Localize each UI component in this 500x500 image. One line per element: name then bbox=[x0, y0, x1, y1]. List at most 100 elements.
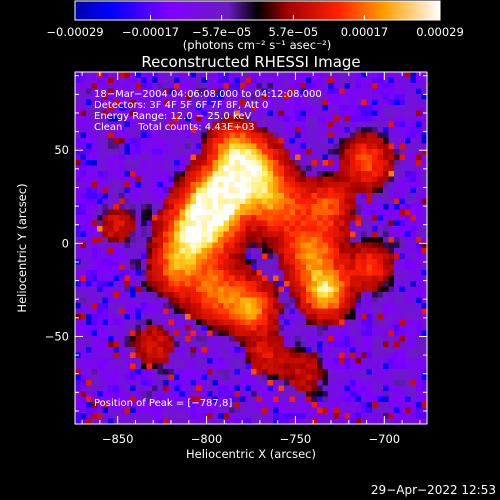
heatmap-cell bbox=[377, 160, 384, 166]
heatmap-cell bbox=[174, 385, 180, 392]
heatmap-cell bbox=[361, 77, 367, 84]
heatmap-cell bbox=[212, 198, 219, 205]
heatmap-cell bbox=[399, 374, 406, 381]
heatmap-cell bbox=[383, 380, 389, 386]
heatmap-cell bbox=[339, 138, 345, 144]
heatmap-cell bbox=[372, 264, 378, 271]
heatmap-cell bbox=[399, 187, 406, 194]
heatmap-cell bbox=[124, 143, 131, 150]
heatmap-cell bbox=[284, 88, 290, 95]
heatmap-cell bbox=[229, 94, 235, 100]
heatmap-cell bbox=[157, 209, 164, 216]
heatmap-cell bbox=[355, 347, 362, 353]
heatmap-cell bbox=[350, 138, 356, 144]
heatmap-cell bbox=[91, 182, 98, 188]
heatmap-cell bbox=[421, 209, 427, 216]
heatmap-cell bbox=[361, 154, 367, 161]
heatmap-cell bbox=[251, 83, 257, 89]
heatmap-cell bbox=[273, 374, 279, 381]
heatmap-cell bbox=[113, 352, 120, 359]
heatmap-cell bbox=[218, 325, 224, 331]
heatmap-cell bbox=[223, 413, 230, 419]
heatmap-cell bbox=[300, 380, 307, 386]
heatmap-cell bbox=[284, 99, 290, 106]
heatmap-cell bbox=[130, 418, 136, 424]
heatmap-cell bbox=[273, 242, 279, 249]
heatmap-cell bbox=[190, 391, 197, 397]
heatmap-cell bbox=[152, 402, 158, 408]
heatmap-cell bbox=[284, 154, 290, 161]
heatmap-cell bbox=[388, 297, 395, 304]
heatmap-cell bbox=[234, 182, 241, 188]
heatmap-cell bbox=[86, 303, 92, 309]
heatmap-cell bbox=[207, 237, 213, 243]
heatmap-cell bbox=[163, 292, 169, 298]
heatmap-cell bbox=[388, 336, 395, 342]
heatmap-cell bbox=[179, 380, 186, 386]
heatmap-cell bbox=[289, 165, 296, 172]
heatmap-cell bbox=[421, 132, 427, 139]
heatmap-cell bbox=[295, 198, 301, 205]
heatmap-cell bbox=[108, 77, 114, 84]
heatmap-cell bbox=[179, 231, 186, 238]
heatmap-cell bbox=[91, 396, 98, 403]
heatmap-cell bbox=[102, 88, 109, 95]
heatmap-cell bbox=[97, 352, 103, 359]
heatmap-cell bbox=[135, 385, 142, 392]
heatmap-cell bbox=[405, 352, 411, 359]
heatmap-cell bbox=[421, 171, 427, 177]
heatmap-cell bbox=[91, 160, 98, 166]
heatmap-cell bbox=[372, 171, 378, 177]
heatmap-cell bbox=[91, 330, 98, 337]
heatmap-cell bbox=[366, 83, 373, 89]
heatmap-cell bbox=[152, 286, 158, 293]
heatmap-cell bbox=[344, 143, 351, 150]
heatmap-cell bbox=[135, 330, 142, 337]
heatmap-cell bbox=[273, 292, 279, 298]
heatmap-cell bbox=[130, 72, 136, 78]
heatmap-cell bbox=[108, 253, 114, 260]
heatmap-cell bbox=[212, 369, 219, 375]
heatmap-cell bbox=[311, 72, 318, 78]
heatmap-cell bbox=[157, 402, 164, 408]
heatmap-cell bbox=[361, 270, 367, 276]
heatmap-cell bbox=[377, 391, 384, 397]
heatmap-cell bbox=[300, 105, 307, 111]
heatmap-cell bbox=[262, 396, 268, 403]
heatmap-cell bbox=[130, 182, 136, 188]
heatmap-cell bbox=[163, 193, 169, 199]
heatmap-cell bbox=[201, 259, 208, 265]
heatmap-cell bbox=[119, 72, 125, 78]
heatmap-cell bbox=[86, 336, 92, 342]
heatmap-cell bbox=[80, 292, 87, 298]
heatmap-cell bbox=[174, 418, 180, 424]
heatmap-cell bbox=[388, 171, 395, 177]
heatmap-cell bbox=[405, 77, 411, 84]
heatmap-cell bbox=[135, 127, 142, 133]
heatmap-cell bbox=[388, 176, 395, 183]
heatmap-cell bbox=[339, 226, 345, 232]
heatmap-cell bbox=[113, 407, 120, 414]
heatmap-cell bbox=[350, 297, 356, 304]
heatmap-cell bbox=[399, 347, 406, 353]
heatmap-cell bbox=[91, 132, 98, 139]
heatmap-cell bbox=[339, 297, 345, 304]
heatmap-cell bbox=[86, 182, 92, 188]
heatmap-cell bbox=[146, 149, 153, 155]
heatmap-cell bbox=[152, 270, 158, 276]
heatmap-cell bbox=[157, 248, 164, 254]
heatmap-cell bbox=[273, 418, 279, 424]
heatmap-cell bbox=[273, 72, 279, 78]
heatmap-cell bbox=[157, 127, 164, 133]
heatmap-cell bbox=[174, 198, 180, 205]
heatmap-cell bbox=[410, 396, 417, 403]
heatmap-cell bbox=[278, 385, 285, 392]
heatmap-cell bbox=[207, 215, 213, 221]
heatmap-cell bbox=[366, 314, 373, 320]
heatmap-cell bbox=[295, 363, 301, 370]
heatmap-cell bbox=[361, 198, 367, 205]
heatmap-cell bbox=[366, 396, 373, 403]
heatmap-cell bbox=[179, 413, 186, 419]
heatmap-cell bbox=[108, 352, 114, 359]
